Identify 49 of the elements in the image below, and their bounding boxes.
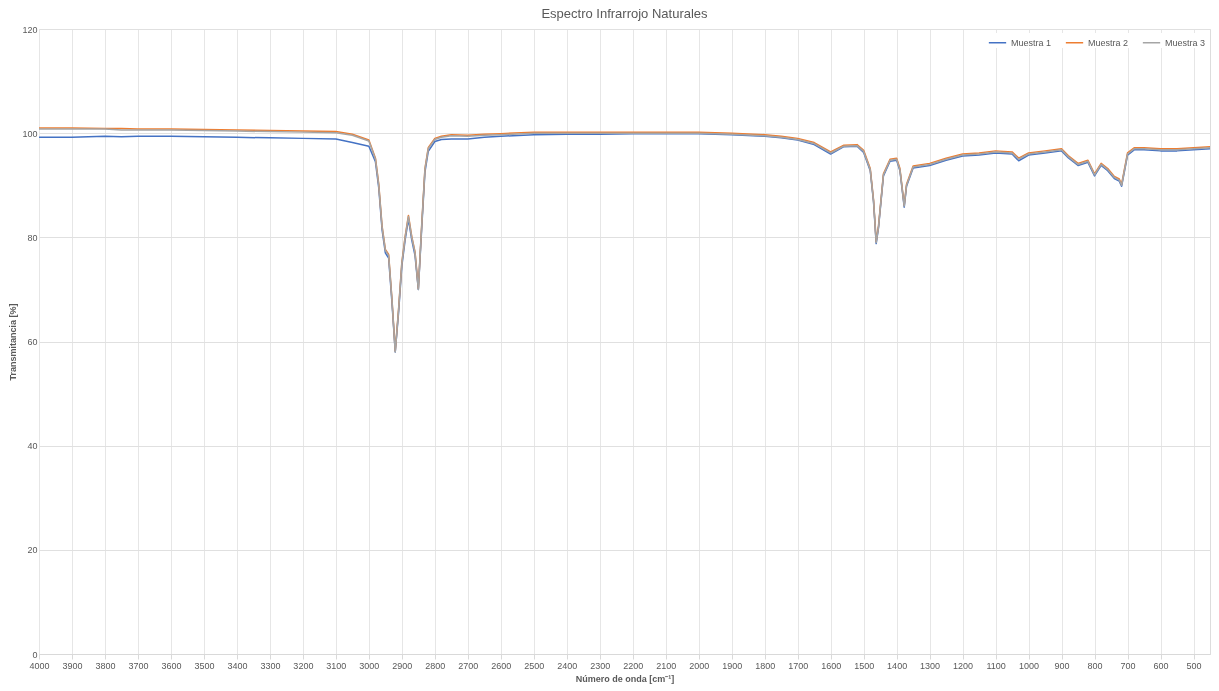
y-tick-label: 100 — [22, 128, 38, 139]
x-tick-label: 3100 — [326, 660, 347, 671]
x-tick-label: 1600 — [821, 660, 842, 671]
x-tick-label: 2100 — [656, 660, 677, 671]
y-axis-title: Transmitancia [%] — [8, 303, 19, 381]
x-tick-label: 2300 — [590, 660, 611, 671]
x-tick-label: 3000 — [359, 660, 380, 671]
x-tick-label: 1300 — [920, 660, 941, 671]
x-tick-label: 1200 — [953, 660, 974, 671]
x-tick-label: 3900 — [62, 660, 83, 671]
x-tick-label: 3300 — [260, 660, 281, 671]
x-tick-label: 3400 — [227, 660, 248, 671]
y-tick-label: 40 — [27, 441, 38, 452]
y-tick-label: 80 — [27, 232, 38, 243]
y-tick-label: 20 — [27, 545, 38, 556]
x-tick-label: 1100 — [986, 660, 1006, 671]
x-tick-label: 2200 — [623, 660, 644, 671]
x-tick-label: 3500 — [194, 660, 215, 671]
x-tick-label: 2700 — [458, 660, 479, 671]
x-tick-label: 1400 — [887, 660, 908, 671]
x-tick-label: 1000 — [1019, 660, 1040, 671]
x-tick-label: 1700 — [788, 660, 809, 671]
x-tick-label: 2500 — [524, 660, 545, 671]
y-tick-label: 0 — [32, 649, 38, 660]
x-tick-label: 2900 — [392, 660, 413, 671]
x-tick-label: 3800 — [95, 660, 116, 671]
x-tick-label: 600 — [1153, 660, 1169, 671]
x-tick-label: 2800 — [425, 660, 446, 671]
x-tick-label: 3600 — [161, 660, 182, 671]
x-tick-label: 700 — [1120, 660, 1136, 671]
x-tick-label: 1800 — [755, 660, 776, 671]
x-tick-label: 3200 — [293, 660, 314, 671]
x-tick-label: 2400 — [557, 660, 578, 671]
x-tick-label: 500 — [1186, 660, 1202, 671]
x-tick-label: 900 — [1054, 660, 1070, 671]
x-tick-label: 4000 — [29, 660, 50, 671]
x-tick-label: 2600 — [491, 660, 512, 671]
chart-title: Espectro Infrarrojo Naturales — [541, 6, 709, 21]
x-tick-label: 3700 — [128, 660, 149, 671]
x-tick-label: 1900 — [722, 660, 743, 671]
x-axis-title: Número de onda [cm⁻¹] — [575, 673, 675, 684]
legend-label: Muestra 3 — [1165, 37, 1206, 48]
y-tick-label: 120 — [22, 24, 38, 35]
x-tick-label: 2000 — [689, 660, 710, 671]
y-tick-label: 60 — [27, 337, 38, 347]
x-tick-label: 800 — [1087, 660, 1103, 671]
legend-label: Muestra 1 — [1011, 37, 1052, 48]
x-tick-label: 1500 — [854, 660, 875, 671]
legend-label: Muestra 2 — [1088, 37, 1129, 48]
